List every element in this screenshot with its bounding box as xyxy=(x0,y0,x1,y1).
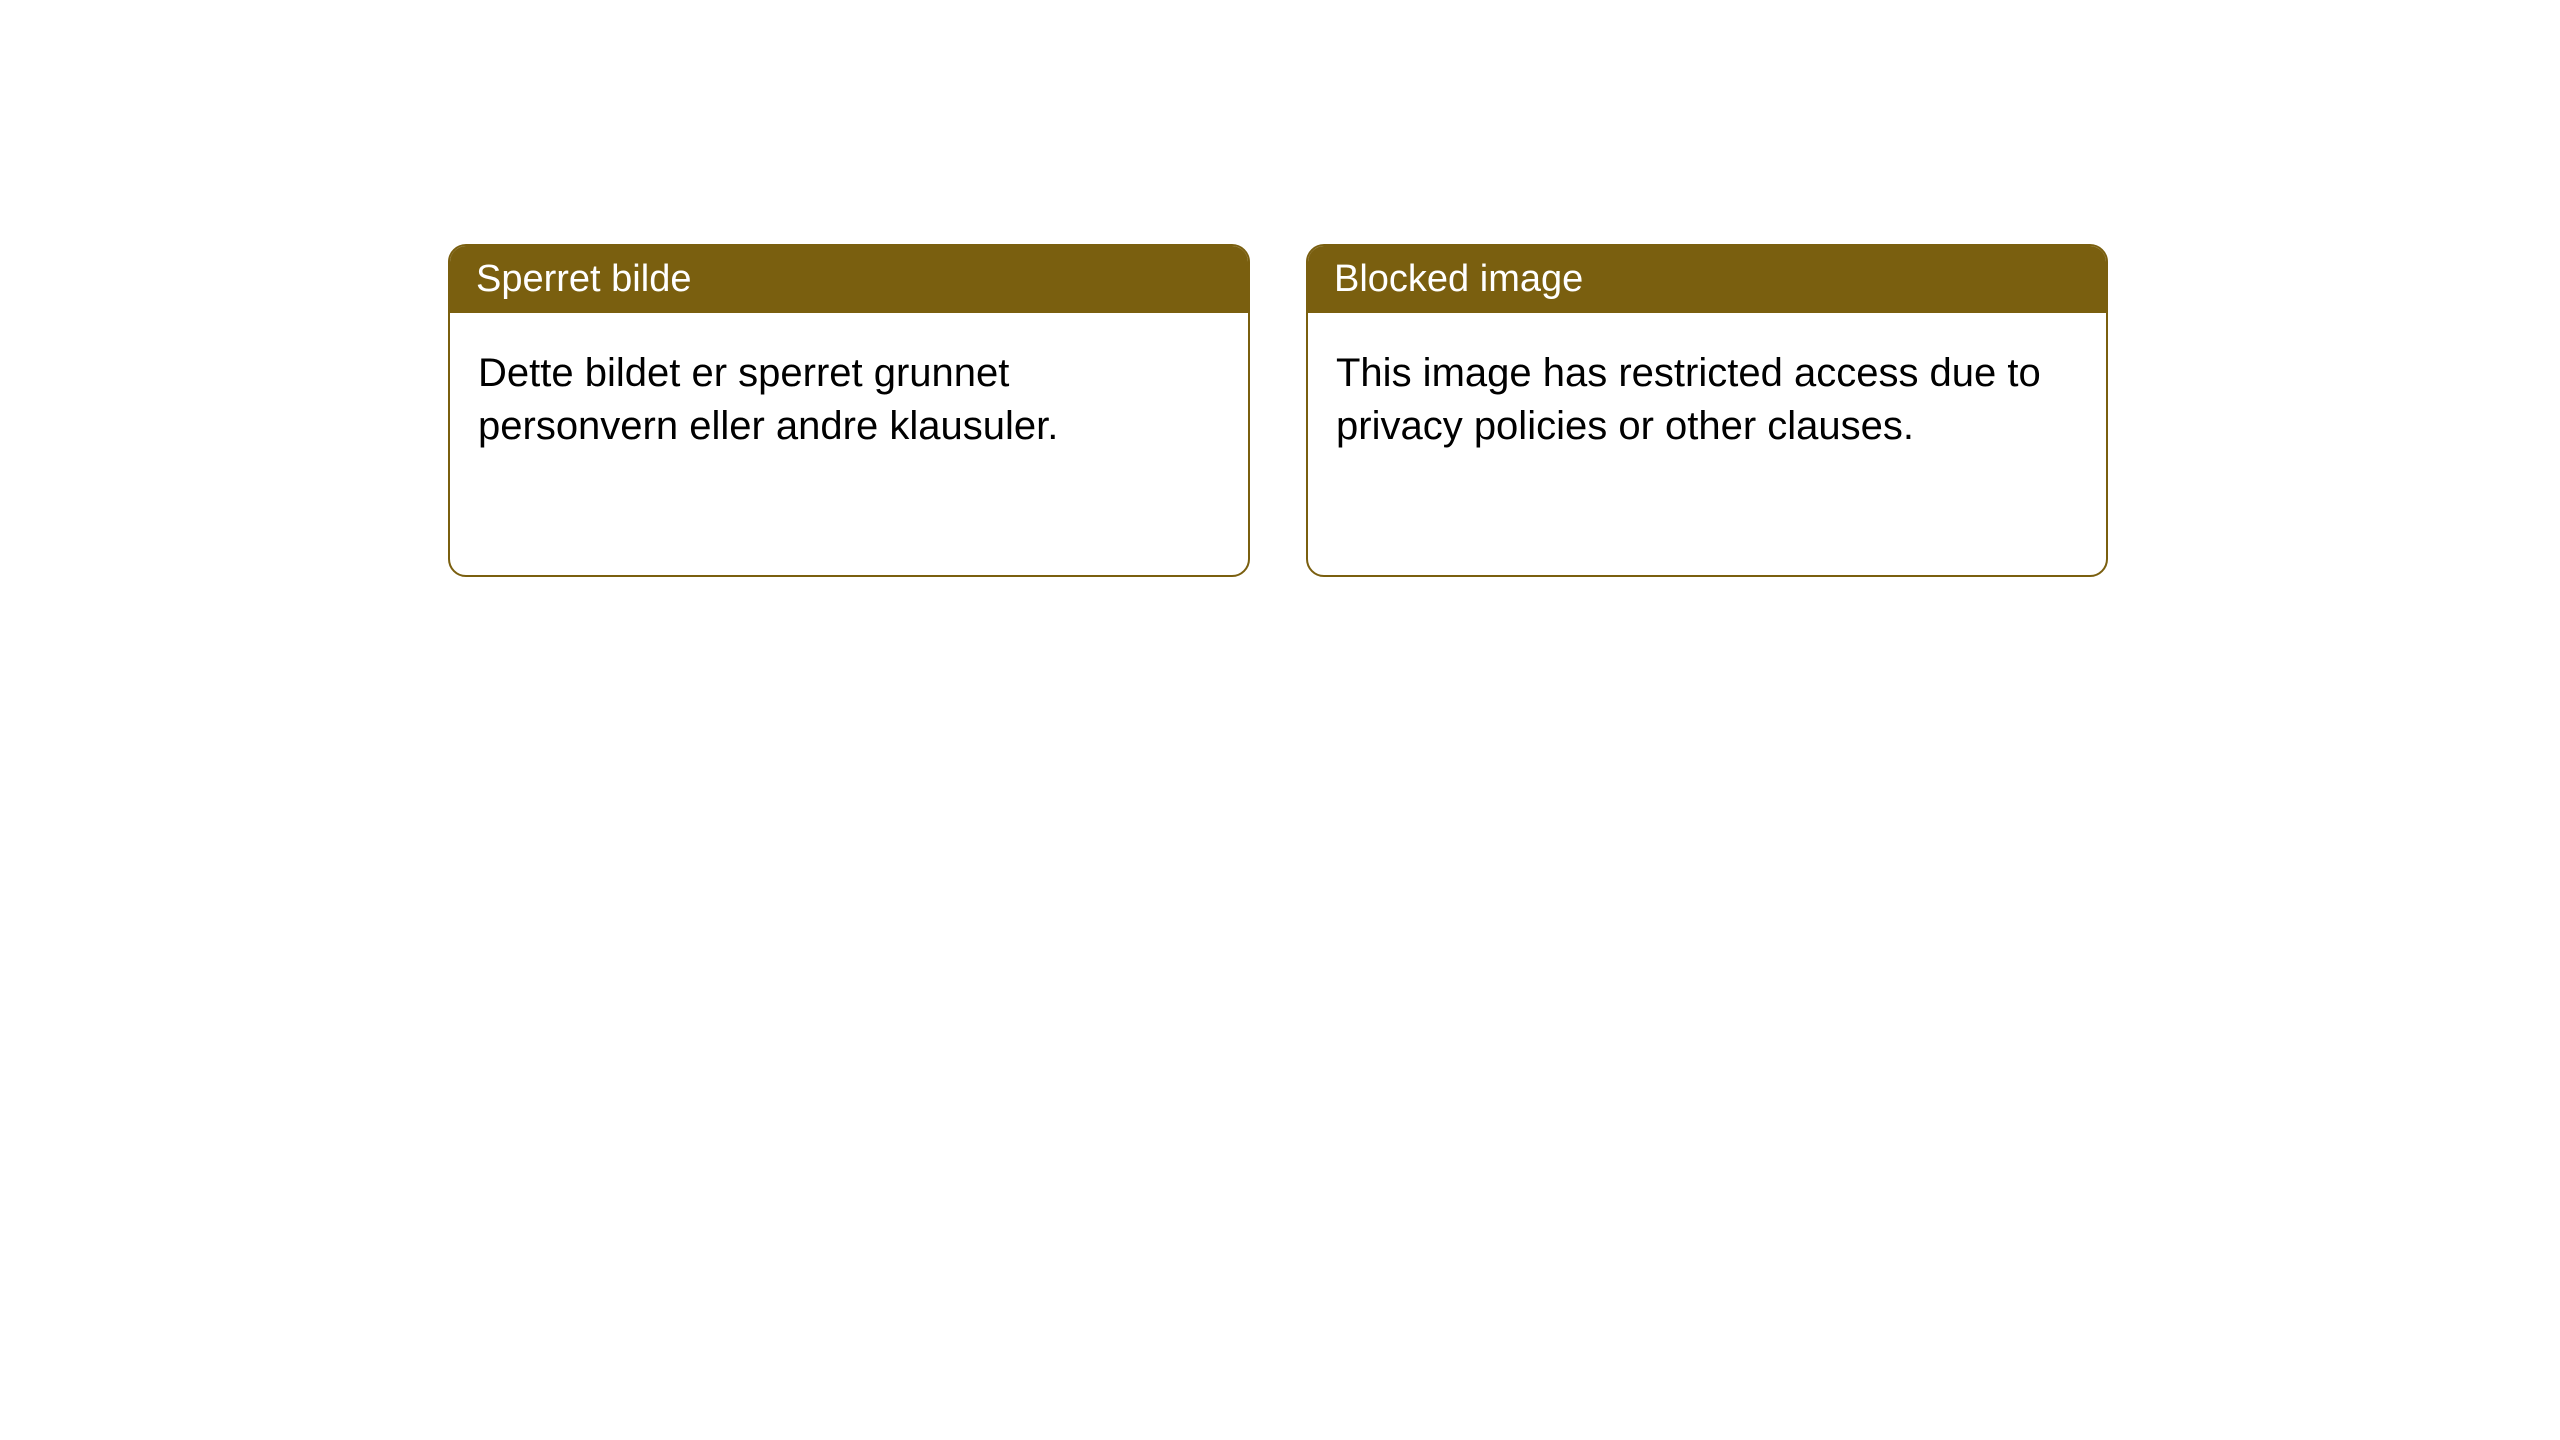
blocked-image-card-no: Sperret bilde Dette bildet er sperret gr… xyxy=(448,244,1250,577)
card-header: Blocked image xyxy=(1308,246,2106,313)
card-body-text: This image has restricted access due to … xyxy=(1336,351,2041,448)
card-body: This image has restricted access due to … xyxy=(1308,313,2106,487)
blocked-image-card-en: Blocked image This image has restricted … xyxy=(1306,244,2108,577)
card-body: Dette bildet er sperret grunnet personve… xyxy=(450,313,1248,487)
card-body-text: Dette bildet er sperret grunnet personve… xyxy=(478,351,1058,448)
card-title: Sperret bilde xyxy=(476,258,691,300)
card-title: Blocked image xyxy=(1334,258,1583,300)
card-header: Sperret bilde xyxy=(450,246,1248,313)
notice-cards-container: Sperret bilde Dette bildet er sperret gr… xyxy=(0,0,2560,577)
